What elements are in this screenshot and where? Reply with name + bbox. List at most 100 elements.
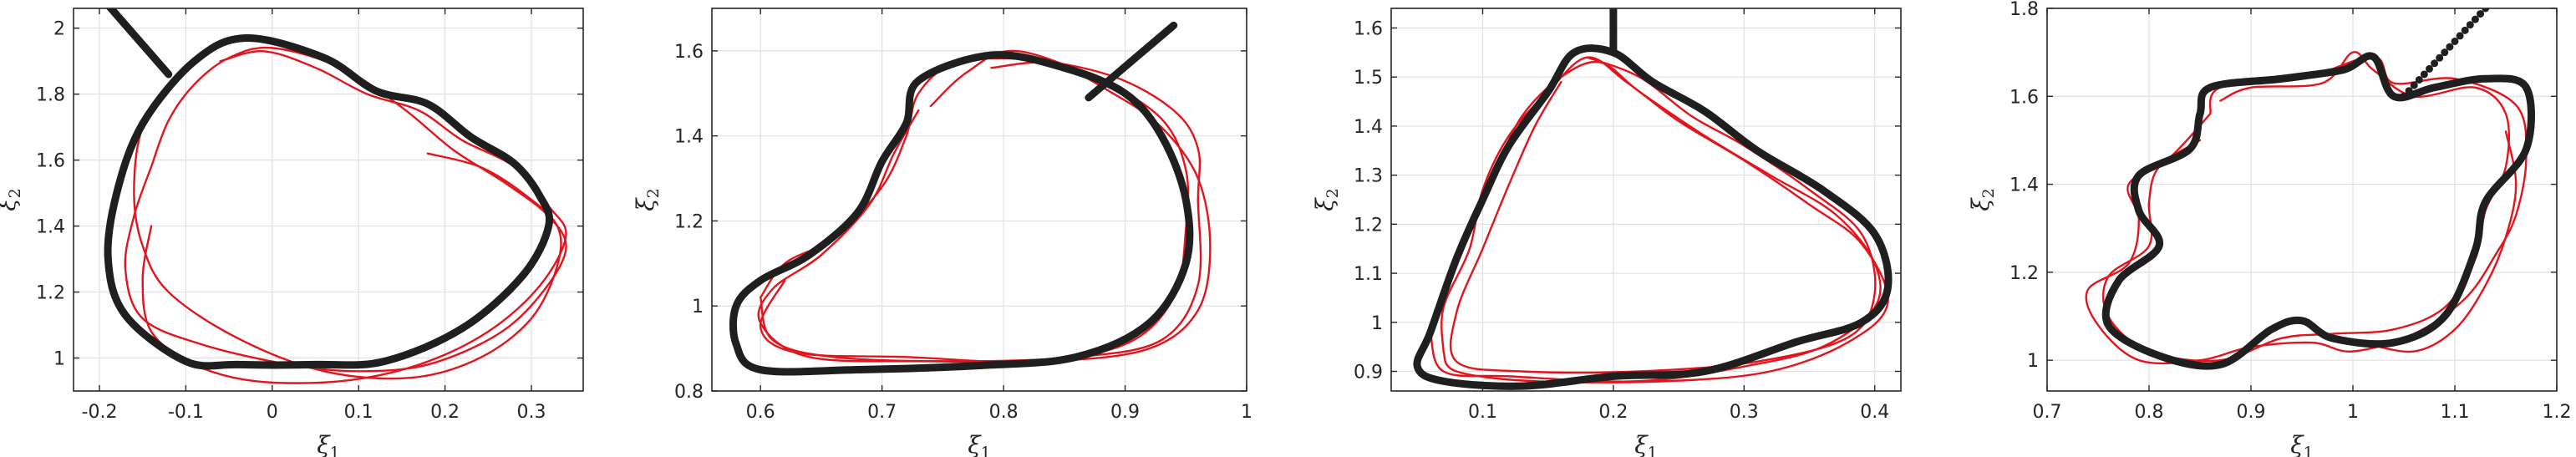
x-tick-label: -0.1 xyxy=(168,402,204,423)
axes-frame xyxy=(711,8,1247,392)
x-tick-label: 0.9 xyxy=(1110,402,1140,423)
ticks: 0.7 0.8 0.9 1 1.1 1.2 1 1.2 1.4 1.6 1.8 xyxy=(2009,0,2572,423)
series-dot xyxy=(2471,15,2479,23)
x-tick-label: 1.1 xyxy=(2441,402,2470,423)
series-dot xyxy=(2446,43,2454,51)
y-tick-label: 2 xyxy=(53,19,65,40)
y-tick-label: 1 xyxy=(1371,313,1383,334)
y-tick-label: 1.2 xyxy=(674,211,704,232)
axes-frame xyxy=(1390,8,1902,392)
series-red-curve xyxy=(1449,56,1877,374)
series-black-curve xyxy=(1413,44,1893,390)
x-tick-label: 0.7 xyxy=(2033,402,2062,423)
x-axis-label: ξ1 xyxy=(317,431,340,457)
x-tick-label: 0.9 xyxy=(2237,402,2266,423)
series-red-curve xyxy=(124,46,567,373)
series-red-curve xyxy=(2101,51,2511,363)
series-red-curve xyxy=(2085,55,2528,365)
series-dot xyxy=(2482,8,2490,13)
series-group xyxy=(2085,8,2535,370)
series-red-curve xyxy=(1440,56,1889,383)
subplot-4: 0.7 0.8 0.9 1 1.1 1.2 1 1.2 1.4 1.6 1.8 ξ1 ξ2 xyxy=(1967,0,2572,457)
x-tick-label: 0.7 xyxy=(867,402,897,423)
subplot-1: -0.2 -0.1 0 0.1 0.2 0.3 1 1.2 1.4 1.6 1.8 2 ξ1 ξ2 xyxy=(0,8,584,457)
ticks: -0.2 -0.1 0 0.1 0.2 0.3 1 1.2 1.4 1.6 1.8 2 xyxy=(36,8,583,423)
x-tick-label: 0.1 xyxy=(1468,402,1497,423)
series-dot xyxy=(2400,92,2408,100)
x-tick-label: 0.1 xyxy=(344,402,373,423)
y-tick-label: 1.4 xyxy=(2009,175,2039,196)
x-tick-label: 0.8 xyxy=(989,402,1019,423)
y-tick-label: 1 xyxy=(53,349,65,370)
y-tick-label: 1.4 xyxy=(36,217,65,238)
y-tick-label: 1.3 xyxy=(1354,166,1383,187)
series-black-curve xyxy=(1085,21,1178,102)
x-tick-label: 0.8 xyxy=(2135,402,2164,423)
y-axis-label: ξ2 xyxy=(1967,188,1998,211)
x-tick-label: -0.2 xyxy=(82,402,118,423)
y-tick-label: 1.5 xyxy=(1354,68,1383,89)
x-tick-label: 1.2 xyxy=(2543,402,2572,423)
axes-frame xyxy=(2046,8,2558,392)
series-red-curve xyxy=(759,49,1190,363)
series-black-curve xyxy=(105,8,173,79)
series-dot xyxy=(2466,21,2474,29)
series-black-curve xyxy=(104,34,553,370)
y-axis-label: ξ2 xyxy=(0,188,24,211)
grid xyxy=(712,8,1247,392)
series-group xyxy=(104,8,567,384)
series-red-curve xyxy=(141,50,567,384)
series-dot xyxy=(2456,32,2464,40)
y-tick-label: 0.9 xyxy=(1354,363,1383,383)
subplot-3: 0.1 0.2 0.3 0.4 0.9 1 1.1 1.2 1.3 1.4 1.5 1.6 ξ1 ξ2 xyxy=(1311,8,1902,457)
x-axis-label: ξ1 xyxy=(968,431,991,457)
y-tick-label: 1.6 xyxy=(2009,87,2039,108)
series-dot xyxy=(2477,10,2484,18)
x-tick-label: 1 xyxy=(1241,402,1252,423)
series-red-curve xyxy=(2362,130,2518,353)
x-tick-label: 0.3 xyxy=(1730,402,1759,423)
y-tick-label: 1.2 xyxy=(36,283,65,304)
series-dot xyxy=(2461,26,2469,34)
x-tick-label: 0.2 xyxy=(430,402,460,423)
grid xyxy=(74,8,583,391)
y-tick-label: 1 xyxy=(692,297,704,317)
series-dot xyxy=(2441,48,2449,57)
series-dot xyxy=(2426,64,2433,73)
y-tick-label: 1.8 xyxy=(2009,0,2039,20)
y-tick-label: 1.1 xyxy=(1354,264,1383,285)
series-group xyxy=(1413,8,1893,390)
y-tick-label: 1.6 xyxy=(1354,18,1383,39)
series-dot xyxy=(2436,53,2444,62)
x-axis-label: ξ1 xyxy=(2290,431,2314,457)
grid xyxy=(2046,8,2558,391)
series-dot xyxy=(2451,37,2459,45)
x-axis-label: ξ1 xyxy=(1634,431,1658,457)
x-tick-label: 0.3 xyxy=(516,402,546,423)
x-tick-label: 0 xyxy=(267,402,278,423)
y-tick-label: 1.8 xyxy=(36,85,65,106)
ticks: 0.6 0.7 0.8 0.9 1 0.8 1 1.2 1.4 1.6 xyxy=(674,8,1252,423)
x-tick-label: 0.2 xyxy=(1598,402,1628,423)
subplot-2: 0.6 0.7 0.8 0.9 1 0.8 1 1.2 1.4 1.6 ξ1 ξ2 xyxy=(632,8,1252,457)
y-tick-label: 1.4 xyxy=(1354,117,1383,138)
y-tick-label: 1.4 xyxy=(674,127,704,148)
y-axis-label: ξ2 xyxy=(1311,188,1342,211)
ticks: 0.1 0.2 0.3 0.4 0.9 1 1.1 1.2 1.3 1.4 1.5 1.6 xyxy=(1354,8,1901,423)
y-axis-label: ξ2 xyxy=(632,188,663,211)
x-tick-label: 0.6 xyxy=(746,402,775,423)
series-dot xyxy=(2431,59,2439,68)
y-tick-label: 0.8 xyxy=(674,382,704,403)
series-dot xyxy=(2415,76,2423,84)
y-tick-label: 1 xyxy=(2027,351,2039,372)
y-tick-label: 1.2 xyxy=(1354,215,1383,236)
y-tick-label: 1.6 xyxy=(36,151,65,172)
series-black-curve xyxy=(729,51,1194,376)
x-tick-label: 1 xyxy=(2347,402,2359,423)
series-black-curve xyxy=(2101,52,2535,370)
series-dot xyxy=(2410,81,2418,89)
series-dot xyxy=(2405,87,2413,95)
y-tick-label: 1.2 xyxy=(2009,263,2039,284)
y-tick-label: 1.6 xyxy=(674,42,704,63)
